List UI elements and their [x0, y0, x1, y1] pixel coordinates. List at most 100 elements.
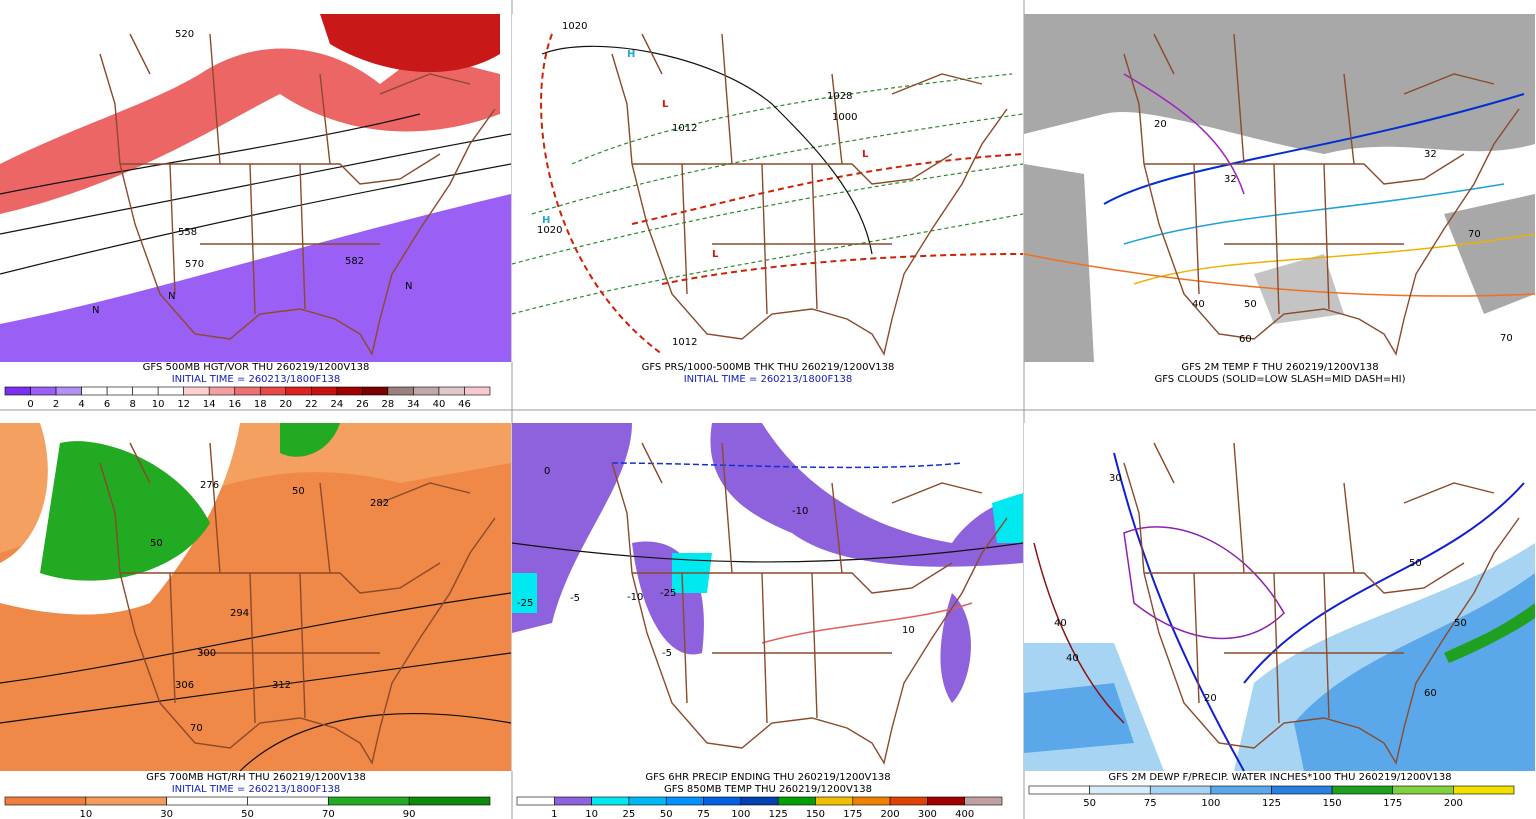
colorbar-label: 200: [881, 809, 900, 819]
colorbar-swatch: [665, 796, 704, 806]
colorbar-label: 16: [228, 399, 241, 410]
colorbar-swatch: [311, 386, 338, 396]
colorbar-label: 34: [407, 399, 420, 410]
colorbar-label: 25: [623, 809, 636, 819]
map-label: 0: [544, 466, 550, 477]
colorbar-swatch: [516, 796, 555, 806]
colorbar-swatch: [234, 386, 261, 396]
map-label: 294: [230, 608, 249, 619]
colorbar-swatch: [464, 386, 491, 396]
map-label: 276: [200, 480, 219, 491]
colorbar-swatch: [55, 386, 82, 396]
colorbar-swatch: [413, 386, 440, 396]
map-label: 32: [1424, 149, 1437, 160]
colorbar-label: 10: [585, 809, 598, 819]
colorbar-label: 10: [79, 809, 92, 819]
colorbar-label: 14: [203, 399, 216, 410]
colorbar-label: 50: [660, 809, 673, 819]
panel-subtitle: GFS 850MB TEMP THU 260219/1200V138: [664, 784, 872, 795]
colorbar-label: 0: [27, 399, 33, 410]
colorbar-swatch: [927, 796, 965, 806]
map-label: 1000: [832, 112, 857, 123]
panel-title: GFS 2M TEMP F THU 260219/1200V138: [1181, 362, 1378, 373]
colorbar-swatch: [259, 386, 287, 396]
colorbar-swatch: [1453, 785, 1515, 795]
map-label: -10: [792, 506, 808, 517]
map-label: 1012: [672, 123, 697, 134]
colorbar-label: 200: [1444, 798, 1463, 809]
map-label: H: [627, 49, 635, 60]
colorbar-label: 125: [1262, 798, 1281, 809]
map-label: 10: [902, 625, 915, 636]
map-label: 20: [1154, 119, 1167, 130]
colorbar-swatch: [132, 386, 159, 396]
map-thickness: 1020 1028 1012 1000 H H L L L 1020 1012: [511, 14, 1024, 362]
map-label: N: [405, 281, 412, 292]
map-label: 70: [1468, 229, 1481, 240]
map-label: 520: [175, 29, 194, 40]
colorbar-label: 150: [806, 809, 825, 819]
colorbar-label: 50: [1083, 798, 1096, 809]
colorbar-swatch: [1331, 785, 1394, 795]
colorbar-label: 150: [1323, 798, 1342, 809]
colorbar-swatch: [1149, 785, 1212, 795]
colorbar-swatch: [106, 386, 133, 396]
colorbar-swatch: [157, 386, 184, 396]
colorbar-label: 400: [955, 809, 974, 819]
colorbar-swatch: [166, 796, 248, 806]
map-2m-temp: 32 32 20 40 60 70 70 50: [1023, 14, 1536, 362]
colorbar-label: 28: [382, 399, 395, 410]
colorbar-label: 10: [152, 399, 165, 410]
map-label: H: [542, 215, 550, 226]
colorbar-label: 8: [129, 399, 135, 410]
map-label: 40: [1066, 653, 1079, 664]
map-label: 20: [1204, 693, 1217, 704]
map-label: 50: [150, 538, 163, 549]
panel-title: GFS 700MB HGT/RH THU 260219/1200V138: [146, 772, 366, 783]
colorbar-label: 1: [551, 809, 557, 819]
map-label: 1020: [562, 21, 587, 32]
colorbar-swatch: [408, 796, 491, 806]
map-label: 306: [175, 680, 194, 691]
map-label: 1028: [827, 91, 852, 102]
panel-subtitle: GFS CLOUDS (SOLID=LOW SLASH=MID DASH=HI): [1154, 374, 1405, 385]
map-label: 50: [1454, 618, 1467, 629]
panel-subtitle: INITIAL TIME = 260213/1800F138: [684, 374, 853, 385]
colorbar-swatch: [815, 796, 854, 806]
colorbar-swatch: [30, 386, 57, 396]
colorbar-swatch: [4, 796, 87, 806]
map-label: L: [712, 249, 719, 260]
colorbar-swatch: [1210, 785, 1272, 795]
map-label: N: [92, 305, 99, 316]
colorbar-label: 18: [254, 399, 267, 410]
map-label: 1020: [537, 225, 562, 236]
colorbar-label: 26: [356, 399, 369, 410]
colorbar-swatch: [285, 386, 312, 396]
map-700mb: 276 282 294 300 306 312 50 50 70: [0, 423, 512, 772]
colorbar-label: 24: [330, 399, 343, 410]
colorbar-label: 50: [241, 809, 254, 819]
colorbar-label: 12: [177, 399, 190, 410]
map-label: 50: [1409, 558, 1422, 569]
colorbar-label: 30: [160, 809, 173, 819]
map-label: 40: [1192, 299, 1205, 310]
colorbar-swatch: [1028, 785, 1090, 795]
colorbar-swatch: [1271, 785, 1333, 795]
map-label: 558: [178, 227, 197, 238]
colorbar-label: 75: [1144, 798, 1157, 809]
colorbar-label: 4: [78, 399, 84, 410]
colorbar-label: 22: [305, 399, 318, 410]
colorbar-swatch: [183, 386, 210, 396]
colorbar-label: 300: [918, 809, 937, 819]
colorbar-swatch: [336, 386, 363, 396]
map-label: 282: [370, 498, 389, 509]
colorbar-label: 125: [769, 809, 788, 819]
colorbar-swatch: [591, 796, 630, 806]
map-label: 50: [292, 486, 305, 497]
map-label: 1012: [672, 337, 697, 348]
map-label: 582: [345, 256, 364, 267]
colorbar-swatch: [777, 796, 816, 806]
colorbar-label: 75: [697, 809, 710, 819]
map-label: 60: [1424, 688, 1437, 699]
